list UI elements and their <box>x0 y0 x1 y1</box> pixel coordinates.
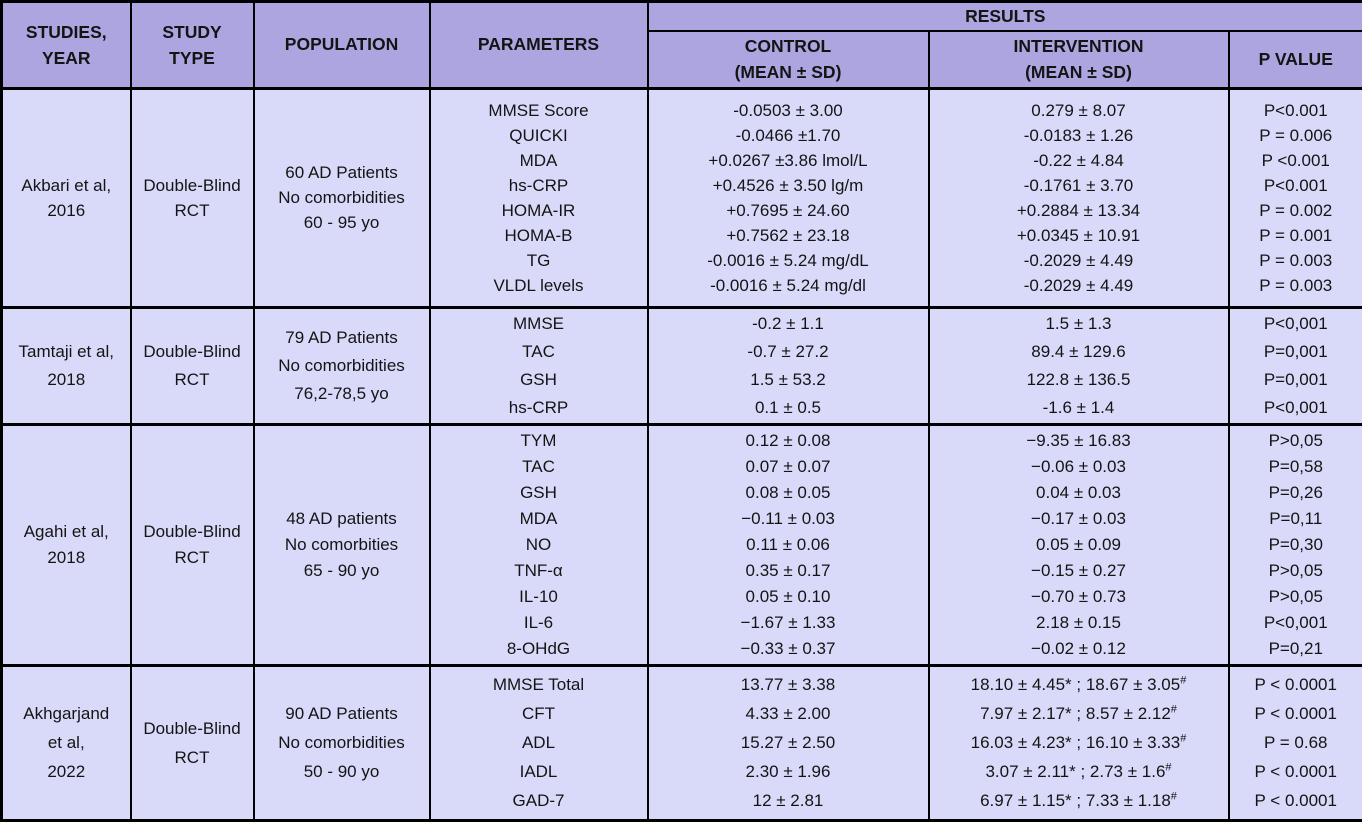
header-intervention: INTERVENTION(MEAN ± SD) <box>929 31 1229 88</box>
cell-study: Agahi et al,2018 <box>2 424 131 665</box>
header-p-value: P VALUE <box>1229 31 1362 88</box>
cell-study: Tamtaji et al,2018 <box>2 307 131 424</box>
header-parameters: PARAMETERS <box>430 2 648 89</box>
header-population: POPULATION <box>254 2 430 89</box>
cell-control: -0.0503 ± 3.00-0.0466 ±1.70+0.0267 ±3.86… <box>648 88 929 307</box>
cell-intervention: 18.10 ± 4.45* ; 18.67 ± 3.05#7.97 ± 2.17… <box>929 665 1229 820</box>
header-studies-year: STUDIES,YEAR <box>2 2 131 89</box>
cell-intervention: 0.279 ± 8.07-0.0183 ± 1.26-0.22 ± 4.84-0… <box>929 88 1229 307</box>
cell-study: Akbari et al,2016 <box>2 88 131 307</box>
header-results-group: RESULTS <box>648 2 1362 32</box>
header-control: CONTROL(MEAN ± SD) <box>648 31 929 88</box>
